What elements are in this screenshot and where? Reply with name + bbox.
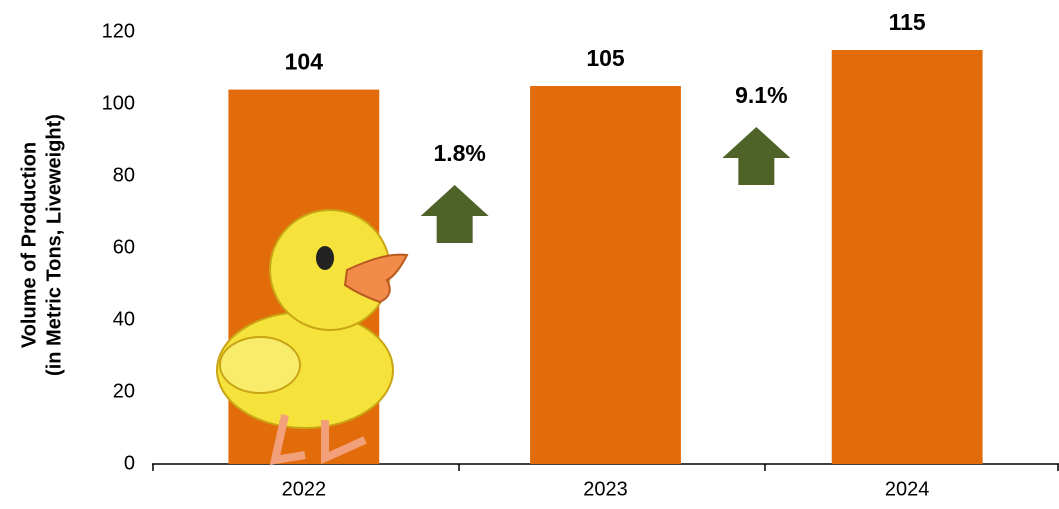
duck-wing — [219, 336, 301, 394]
value-label: 115 — [889, 9, 926, 35]
growth-arrow — [420, 185, 489, 243]
duck-eye — [316, 246, 334, 270]
duck-beak — [343, 253, 409, 304]
y-tick-label: 40 — [113, 308, 135, 330]
bar — [831, 50, 983, 464]
bar — [530, 86, 681, 464]
plot-area: 0 20 40 60 80 100 120 2022 104 2023 105 2024 115 1.8%… — [102, 9, 983, 500]
x-tick-label: 2023 — [583, 478, 628, 500]
growth-arrow — [722, 127, 791, 185]
y-axis-title-line: (in Metric Tons, Liveweight) — [43, 114, 65, 376]
duck-feet — [269, 414, 367, 465]
value-label: 104 — [285, 49, 324, 75]
category-ticks — [152, 464, 1059, 471]
y-tick-label: 0 — [124, 452, 135, 474]
x-tick-label: 2022 — [282, 478, 327, 500]
growth-label: 9.1% — [735, 82, 787, 108]
value-label: 105 — [586, 45, 625, 71]
y-tick-label: 60 — [113, 236, 135, 258]
duck-illustration — [216, 209, 409, 465]
y-axis-title: Volume of Production (in Metric Tons, Li… — [18, 114, 65, 376]
x-tick-label: 2024 — [885, 478, 930, 500]
y-tick-label: 80 — [113, 164, 135, 186]
y-tick-label: 100 — [102, 92, 135, 114]
y-tick-label: 20 — [113, 380, 135, 402]
y-tick-label: 120 — [102, 20, 135, 42]
growth-label: 1.8% — [433, 140, 485, 166]
y-axis-title-line: Volume of Production — [18, 142, 40, 348]
